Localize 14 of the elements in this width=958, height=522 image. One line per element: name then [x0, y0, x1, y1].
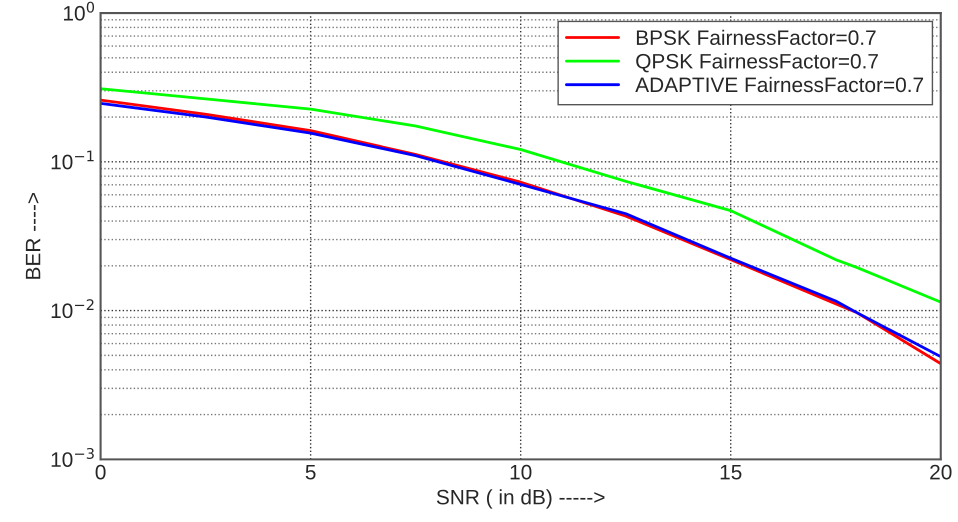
- x-tick-label: 15: [720, 464, 742, 480]
- x-tick-label: 5: [306, 464, 316, 480]
- y-tick-label: 10$^{−2}$: [52, 299, 94, 318]
- legend-label: QPSK FairnessFactor=0.7: [636, 53, 878, 72]
- legend-label: ADAPTIVE FairnessFactor=0.7: [635, 76, 924, 92]
- y-axis-title: BER ---->: [26, 192, 40, 279]
- y-tick-label: 10$^{0}$: [64, 2, 94, 21]
- y-tick-label: 10$^{−3}$: [52, 448, 94, 467]
- x-tick-label: 0: [96, 464, 106, 480]
- x-tick-label: 10: [510, 464, 532, 480]
- x-axis-title: SNR ( in dB) ----->: [436, 489, 604, 509]
- y-tick-label: 10$^{−1}$: [52, 150, 94, 170]
- x-tick-label: 20: [930, 464, 952, 480]
- legend-label: BPSK FairnessFactor=0.7: [636, 30, 876, 46]
